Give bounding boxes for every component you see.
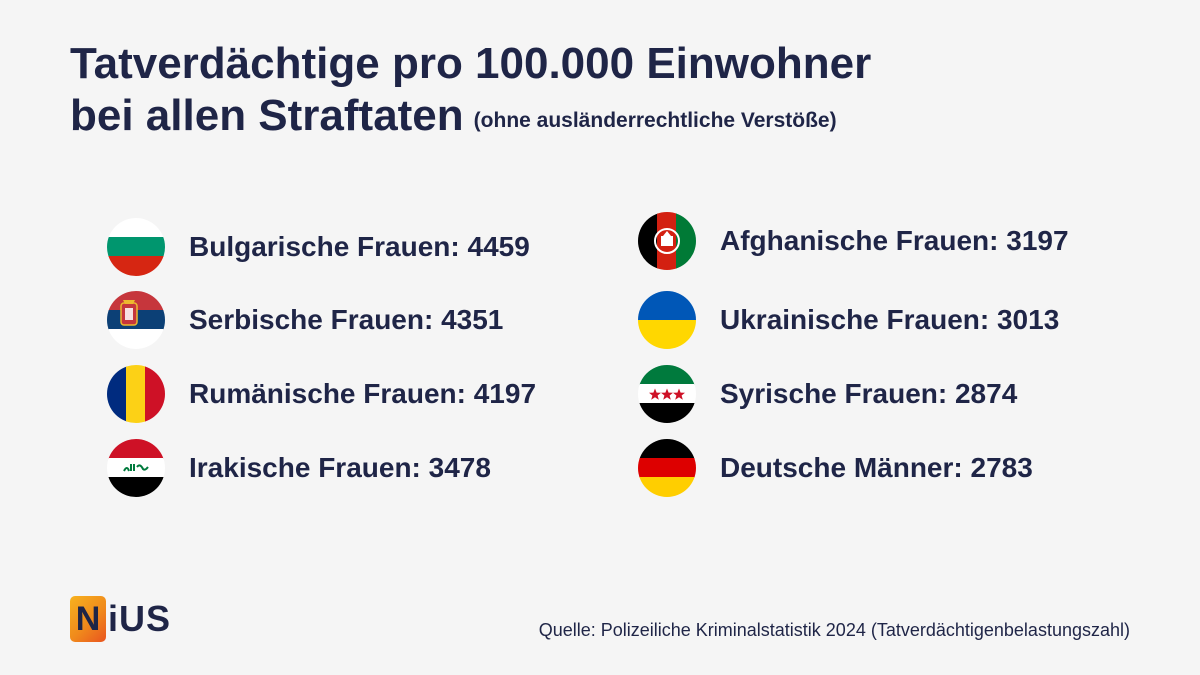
entry-syria: Syrische Frauen: 2874 — [638, 363, 1017, 425]
logo-box: N — [70, 596, 106, 642]
nius-logo: N iUS — [70, 596, 171, 642]
romania-flag-icon — [107, 365, 165, 423]
germany-flag-icon — [638, 439, 696, 497]
chart-title: Tatverdächtige pro 100.000 Einwohner bei… — [70, 38, 871, 147]
bulgaria-flag-icon — [107, 218, 165, 276]
entry-bulgaria: Bulgarische Frauen: 4459 — [107, 216, 530, 278]
entry-serbia: Serbische Frauen: 4351 — [107, 289, 503, 351]
entry-label-romania: Rumänische Frauen: 4197 — [189, 378, 537, 409]
entry-label-germany: Deutsche Männer: 2783 — [720, 452, 1033, 483]
chart-subtitle: (ohne ausländerrechtliche Verstöße) — [473, 109, 837, 132]
source-note: Quelle: Polizeiliche Kriminalstatistik 2… — [538, 620, 1130, 640]
entry-ukraine: Ukrainische Frauen: 3013 — [638, 289, 1059, 351]
syria-flag-icon — [638, 365, 696, 423]
entry-label-iraq: Irakische Frauen: 3478 — [189, 452, 491, 483]
title-line-2: bei allen Straftaten — [70, 91, 464, 140]
entry-iraq: Irakische Frauen: 3478 — [107, 437, 491, 499]
iraq-flag-icon — [107, 439, 165, 497]
ukraine-flag-icon — [638, 291, 696, 349]
logo-text: iUS — [108, 598, 172, 639]
entry-germany: Deutsche Männer: 2783 — [638, 437, 1033, 499]
entry-afghanistan: Afghanische Frauen: 3197 — [638, 210, 1069, 272]
serbia-flag-icon — [107, 291, 165, 349]
title-line-2-wrap: bei allen Straftaten (ohne ausländerrecht… — [70, 90, 871, 147]
afghanistan-flag-icon — [638, 212, 696, 270]
entry-romania: Rumänische Frauen: 4197 — [107, 363, 536, 425]
entry-label-ukraine: Ukrainische Frauen: 3013 — [720, 304, 1060, 335]
entry-label-syria: Syrische Frauen: 2874 — [720, 378, 1018, 409]
entry-label-serbia: Serbische Frauen: 4351 — [189, 304, 504, 335]
entry-label-bulgaria: Bulgarische Frauen: 4459 — [189, 231, 530, 262]
entry-label-afghanistan: Afghanische Frauen: 3197 — [720, 225, 1069, 256]
title-line-1: Tatverdächtige pro 100.000 Einwohner — [70, 39, 872, 88]
